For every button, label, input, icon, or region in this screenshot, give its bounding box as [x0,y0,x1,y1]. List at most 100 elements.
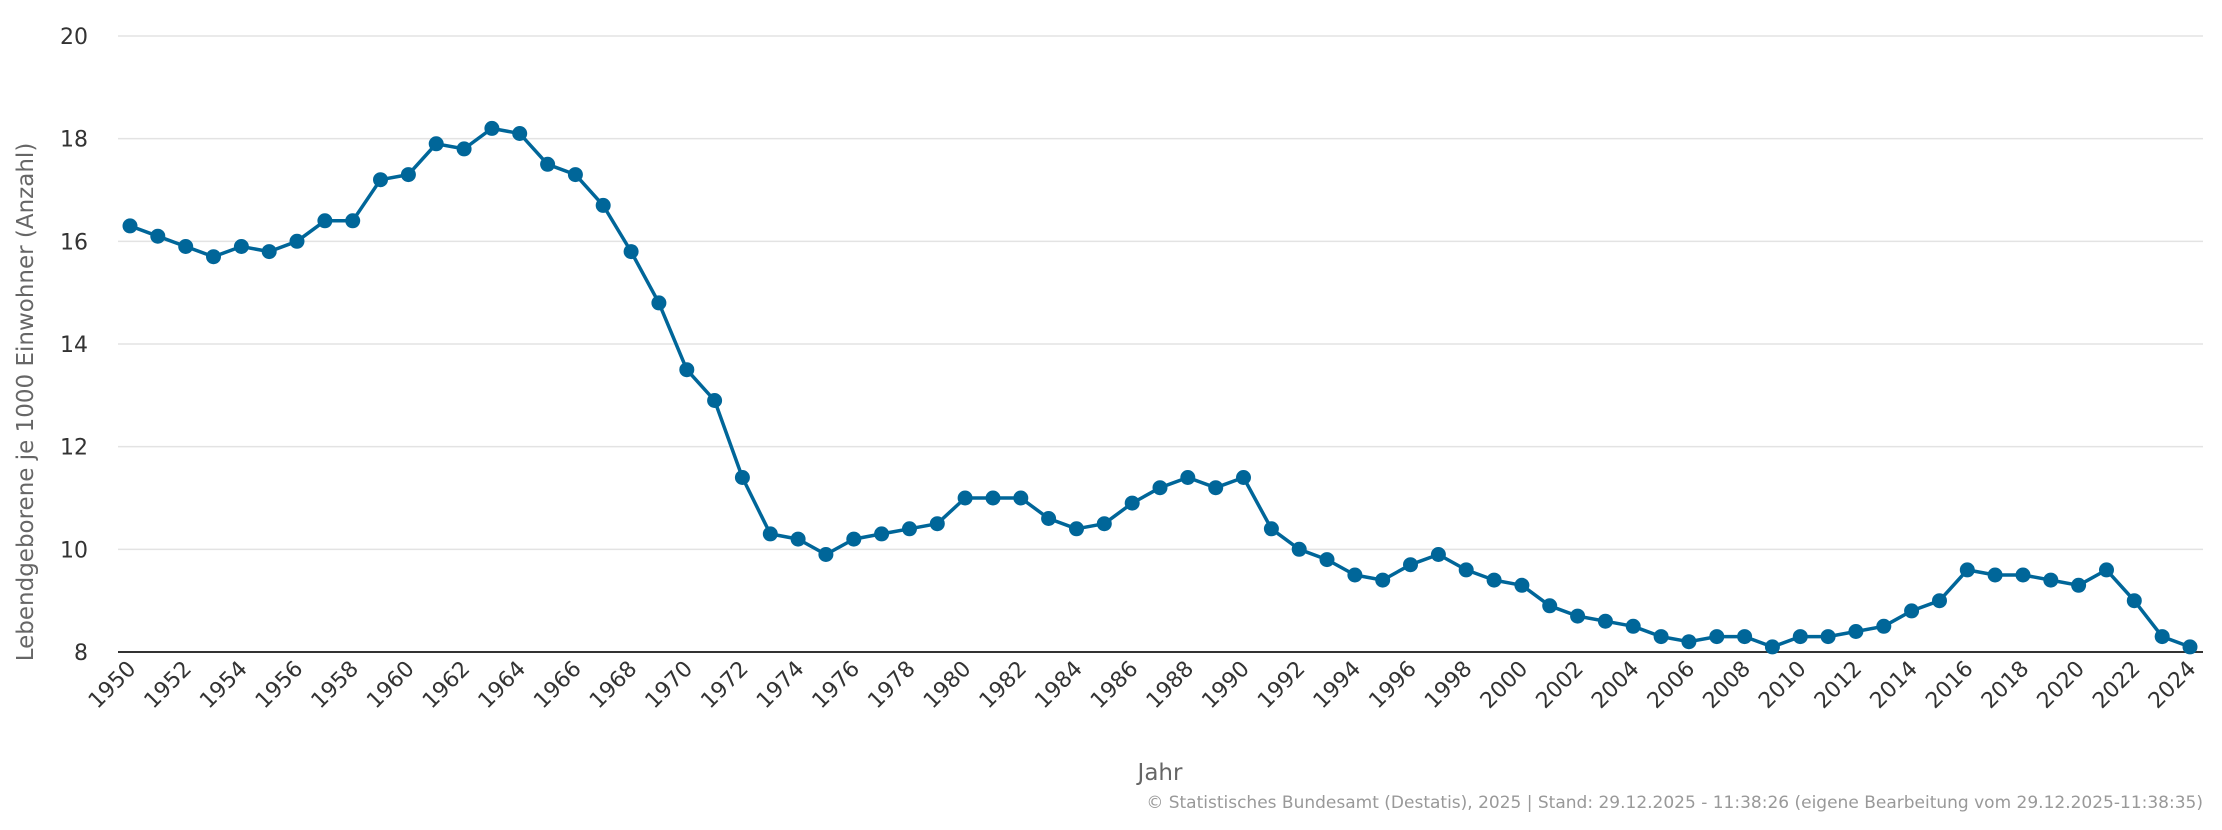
data-point-1995[interactable] [1375,572,1391,588]
data-point-1962[interactable] [456,141,472,157]
data-point-2017[interactable] [1987,567,2003,583]
data-point-1979[interactable] [929,516,945,532]
data-point-1954[interactable] [233,239,249,254]
data-point-1983[interactable] [1041,511,1057,526]
data-point-2004[interactable] [1625,618,1641,634]
x-tick-label-2008: 2008 [1699,657,1756,714]
data-point-1975[interactable] [818,547,834,562]
data-point-2014[interactable] [1904,603,1920,619]
data-point-2003[interactable] [1597,613,1613,629]
data-point-2023[interactable] [2154,629,2170,645]
data-point-2007[interactable] [1709,629,1725,645]
data-point-2009[interactable] [1764,639,1780,655]
data-point-1988[interactable] [1180,470,1196,485]
x-tick-label-1994: 1994 [1309,657,1366,714]
data-point-2016[interactable] [1959,562,1975,578]
data-point-1991[interactable] [1263,521,1279,537]
data-point-1997[interactable] [1430,547,1446,562]
data-point-1965[interactable] [540,156,556,172]
data-point-2019[interactable] [2043,572,2059,588]
data-point-2015[interactable] [1932,593,1947,609]
data-point-2008[interactable] [1737,629,1753,645]
data-point-1971[interactable] [707,393,723,408]
data-point-1952[interactable] [178,239,194,254]
x-tick-label-1970: 1970 [641,657,698,714]
y-tick-label-14: 14 [60,333,88,358]
x-tick-label-2000: 2000 [1476,657,1533,714]
data-point-1957[interactable] [317,213,333,229]
data-point-2020[interactable] [2071,577,2087,593]
data-point-2018[interactable] [2015,567,2031,583]
x-tick-labels: 1950195219541956195819601962196419661968… [84,657,2201,714]
data-point-2011[interactable] [1820,629,1836,645]
data-point-1972[interactable] [734,470,750,485]
x-tick-label-1966: 1966 [529,657,586,714]
y-tick-label-12: 12 [60,436,88,461]
data-point-1951[interactable] [150,228,166,244]
data-point-2021[interactable] [2099,562,2114,578]
data-point-1976[interactable] [846,531,862,547]
data-point-1984[interactable] [1069,521,1084,537]
data-point-1982[interactable] [1013,490,1029,506]
data-point-1980[interactable] [957,490,973,506]
data-point-1981[interactable] [985,490,1001,506]
data-point-1963[interactable] [484,120,500,136]
data-point-1970[interactable] [679,362,695,378]
data-point-1967[interactable] [595,197,611,213]
data-point-1990[interactable] [1236,470,1251,485]
x-tick-label-2010: 2010 [1754,657,1811,714]
data-point-1992[interactable] [1291,541,1307,557]
x-tick-label-1960: 1960 [362,657,419,714]
data-point-1966[interactable] [567,167,583,183]
data-point-1987[interactable] [1152,480,1168,496]
data-point-1964[interactable] [512,126,528,141]
data-point-1961[interactable] [428,136,444,152]
data-point-1968[interactable] [623,244,639,260]
gridlines [118,35,2203,653]
data-point-1978[interactable] [902,521,917,537]
data-point-2012[interactable] [1848,624,1864,639]
y-tick-label-16: 16 [60,230,88,255]
data-point-1986[interactable] [1124,495,1140,511]
data-point-1998[interactable] [1458,562,1474,578]
data-point-1959[interactable] [373,172,388,188]
data-point-1955[interactable] [261,244,277,260]
data-point-2005[interactable] [1653,629,1669,645]
data-point-2024[interactable] [2182,639,2198,655]
y-tick-label-20: 20 [60,25,88,50]
data-point-1974[interactable] [790,531,806,547]
data-point-2013[interactable] [1876,618,1892,634]
x-tick-label-1998: 1998 [1420,657,1477,714]
data-point-1999[interactable] [1486,572,1502,588]
data-point-2002[interactable] [1570,608,1586,624]
data-point-1960[interactable] [400,167,416,183]
x-tick-label-2020: 2020 [2033,657,2090,714]
x-tick-label-1964: 1964 [474,657,531,714]
x-tick-label-1986: 1986 [1086,657,1143,714]
data-point-2006[interactable] [1681,634,1697,650]
data-point-1977[interactable] [874,526,890,542]
x-tick-label-1990: 1990 [1197,657,1254,714]
data-point-1950[interactable] [122,218,138,234]
data-point-1993[interactable] [1319,552,1335,568]
data-point-1958[interactable] [345,213,361,229]
x-tick-label-1956: 1956 [251,657,308,714]
data-point-1994[interactable] [1347,567,1363,583]
series-line-0 [129,126,2191,649]
data-point-1969[interactable] [651,295,667,311]
data-point-1985[interactable] [1096,516,1112,532]
x-tick-label-1978: 1978 [863,657,920,714]
data-point-1989[interactable] [1208,480,1224,496]
data-point-2000[interactable] [1514,577,1530,593]
x-tick-label-1982: 1982 [975,657,1032,714]
series-group [122,120,2198,655]
data-point-2022[interactable] [2126,593,2142,609]
data-point-2010[interactable] [1792,629,1808,645]
data-point-2001[interactable] [1542,598,1558,614]
y-tick-label-8: 8 [74,641,88,666]
data-point-1956[interactable] [289,233,305,249]
x-tick-label-2016: 2016 [1921,657,1978,714]
data-point-1953[interactable] [206,249,221,265]
data-point-1996[interactable] [1403,557,1418,573]
data-point-1973[interactable] [762,526,778,542]
